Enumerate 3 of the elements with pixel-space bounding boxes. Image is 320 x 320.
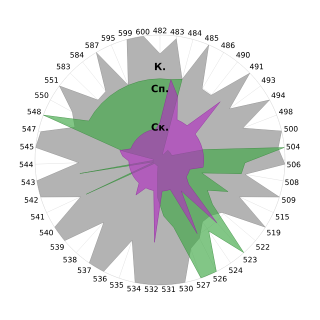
series-label: Ск.: [152, 123, 168, 131]
series-label: К.: [154, 62, 165, 70]
series-label: Сп.: [152, 84, 168, 92]
